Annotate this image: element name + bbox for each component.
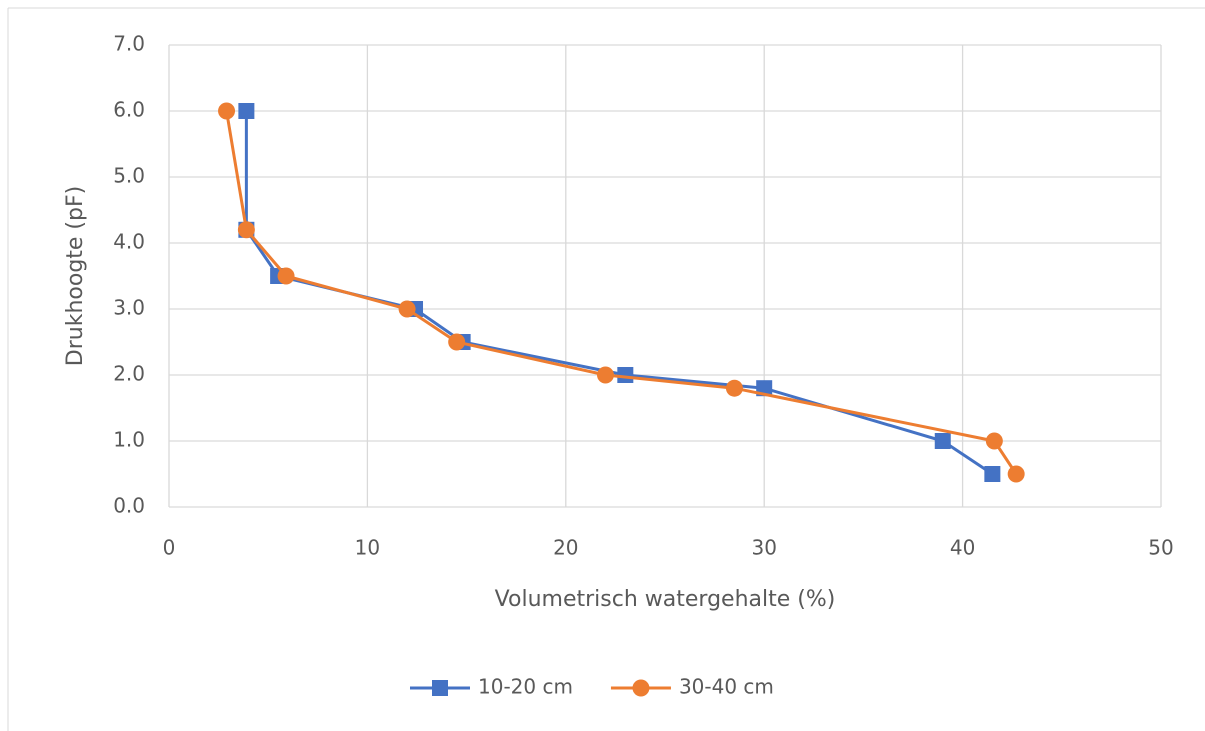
- x-tick-label: 50: [1148, 536, 1173, 560]
- y-tick-label: 6.0: [113, 98, 145, 122]
- y-tick-label: 0.0: [113, 494, 145, 518]
- legend-marker: [632, 679, 650, 697]
- y-tick-label: 5.0: [113, 164, 145, 188]
- marker: [277, 267, 295, 285]
- series-line: [225, 110, 1018, 475]
- series-line: [244, 111, 994, 476]
- marker: [1007, 465, 1025, 483]
- y-tick-label: 7.0: [113, 32, 145, 56]
- marker: [237, 221, 255, 239]
- marker: [448, 333, 466, 351]
- legend-label: 10-20 cm: [478, 675, 573, 699]
- y-axis-label: Drukhoogte (pF): [63, 186, 88, 366]
- legend-label: 30-40 cm: [679, 675, 774, 699]
- marker: [218, 102, 236, 120]
- marker: [725, 379, 743, 397]
- x-tick-label: 20: [553, 536, 578, 560]
- y-tick-label: 1.0: [113, 428, 145, 452]
- legend-marker: [432, 680, 448, 696]
- x-tick-label: 0: [163, 536, 176, 560]
- y-tick-label: 3.0: [113, 296, 145, 320]
- y-tick-label: 2.0: [113, 362, 145, 386]
- x-tick-label: 30: [751, 536, 776, 560]
- x-tick-label: 10: [355, 536, 380, 560]
- x-tick-label: 40: [950, 536, 975, 560]
- marker: [934, 433, 951, 449]
- marker: [984, 466, 1001, 482]
- x-axis-label: Volumetrisch watergehalte (%): [495, 587, 836, 612]
- marker: [398, 300, 416, 318]
- marker: [596, 366, 614, 384]
- marker: [617, 367, 634, 383]
- marker: [985, 432, 1003, 450]
- marker: [238, 103, 255, 119]
- y-tick-label: 4.0: [113, 230, 145, 254]
